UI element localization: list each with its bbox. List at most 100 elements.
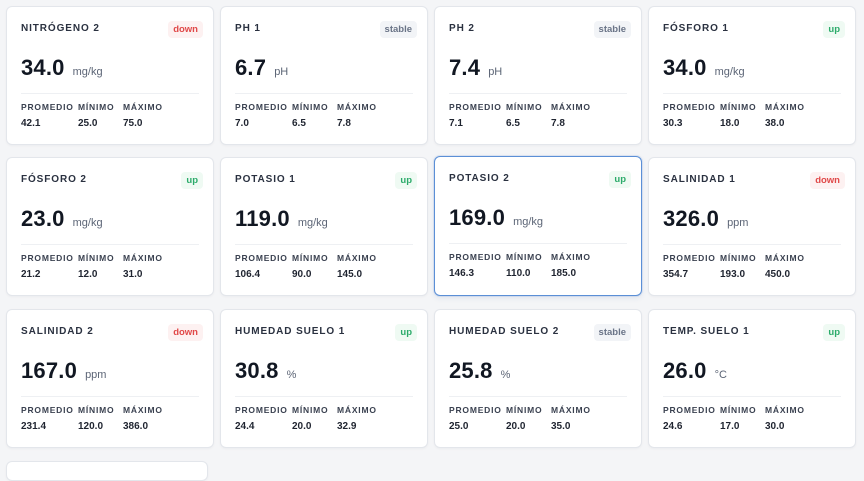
stat-label: PROMEDIO	[449, 102, 502, 112]
stat-value: 21.2	[21, 269, 41, 280]
value-unit: mg/kg	[714, 66, 745, 78]
stat-maximo: MÁXIMO 145.0	[337, 253, 377, 280]
current-value: 30.8%	[235, 358, 296, 384]
card-title: HUMEDAD SUELO 1	[235, 326, 346, 337]
stat-value: 42.1	[21, 118, 41, 129]
stat-value: 25.0	[78, 118, 98, 129]
value-number: 169.0	[449, 205, 506, 230]
stat-maximo: MÁXIMO 32.9	[337, 405, 377, 432]
divider	[663, 244, 841, 245]
stat-value: 18.0	[720, 118, 740, 129]
stat-value: 12.0	[78, 269, 98, 280]
current-value: 23.0 mg/kg	[21, 206, 103, 232]
value-number: 167.0	[21, 358, 78, 383]
card-title: PH 2	[449, 23, 475, 34]
value-unit: mg/kg	[72, 66, 103, 78]
value-number: 34.0	[663, 55, 707, 80]
stat-label: MÍNIMO	[292, 253, 329, 263]
stat-promedio: PROMEDIO 7.0	[235, 102, 288, 129]
value-unit: ppm	[727, 217, 749, 229]
value-number: 26.0	[663, 358, 707, 383]
stat-minimo: MÍNIMO 12.0	[78, 253, 114, 280]
stat-value: 7.8	[337, 118, 351, 129]
stat-label: MÍNIMO	[78, 405, 115, 415]
sensor-card[interactable]: TEMP. SUELO 1 up 26.0 °C PROMEDIO 24.6 MÍNIMO 1…	[648, 309, 856, 448]
stat-value: 75.0	[123, 118, 143, 129]
current-value: 6.7 pH	[235, 55, 288, 81]
stat-minimo: MÍNIMO 25.0	[78, 102, 114, 129]
stat-value: 25.0	[449, 421, 469, 432]
stat-promedio: PROMEDIO 42.1	[21, 102, 74, 129]
stat-label: MÍNIMO	[78, 253, 115, 263]
stat-value: 20.0	[292, 421, 312, 432]
stat-minimo: MÍNIMO 120.0	[78, 405, 114, 432]
stat-value: 7.8	[551, 118, 565, 129]
value-unit: mg/kg	[297, 217, 328, 229]
value-number: 326.0	[663, 206, 720, 231]
stat-label: MÁXIMO	[551, 252, 591, 262]
stat-value: 17.0	[720, 421, 740, 432]
current-value: 167.0 ppm	[21, 358, 106, 384]
stat-value: 386.0	[123, 421, 149, 432]
trend-badge: down	[810, 172, 845, 189]
trend-badge: down	[168, 21, 203, 38]
trend-badge: stable	[593, 324, 631, 341]
stat-label: PROMEDIO	[235, 405, 288, 415]
stat-maximo: MÁXIMO 30.0	[765, 405, 805, 432]
divider	[235, 396, 413, 397]
sensor-card[interactable]: PH 2 stable 7.4 pH PROMEDIO 7.1 MÍNIMO 6.5 MÁXIM…	[434, 6, 642, 145]
stat-label: MÍNIMO	[78, 102, 115, 112]
trend-badge: up	[181, 172, 203, 189]
card-title: HUMEDAD SUELO 2	[449, 326, 560, 337]
sensor-card[interactable]	[6, 461, 208, 481]
stat-value: 31.0	[123, 269, 143, 280]
stat-label: PROMEDIO	[235, 253, 288, 263]
value-number: 7.4	[449, 55, 481, 80]
sensor-card[interactable]: FÓSFORO 2 up 23.0 mg/kg PROMEDIO 21.2 MÍNIMO 12…	[6, 157, 214, 296]
stat-value: 450.0	[765, 269, 791, 280]
stat-value: 7.0	[235, 118, 249, 129]
trend-badge: down	[168, 324, 203, 341]
sensor-card[interactable]: POTASIO 2 up 169.0 mg/kg PROMEDIO 146.3 MÍNIMO…	[434, 156, 642, 296]
value-number: 25.8	[449, 358, 493, 383]
stat-promedio: PROMEDIO 30.3	[663, 102, 716, 129]
sensor-card[interactable]: HUMEDAD SUELO 2 stable 25.8% PROMEDIO 25.0 MÍ…	[434, 309, 642, 448]
stat-label: MÍNIMO	[506, 405, 543, 415]
trend-badge: up	[395, 324, 417, 341]
stat-maximo: MÁXIMO 7.8	[551, 102, 591, 129]
stat-value: 146.3	[449, 268, 475, 279]
stat-label: PROMEDIO	[21, 102, 74, 112]
sensor-card[interactable]: FÓSFORO 1 up 34.0 mg/kg PROMEDIO 30.3 MÍNIMO 18…	[648, 6, 856, 145]
stat-value: 38.0	[765, 118, 785, 129]
stat-value: 90.0	[292, 269, 312, 280]
stat-label: MÁXIMO	[551, 102, 591, 112]
stat-value: 106.4	[235, 269, 261, 280]
current-value: 34.0 mg/kg	[663, 55, 745, 81]
card-title: TEMP. SUELO 1	[663, 326, 750, 337]
value-unit: mg/kg	[513, 216, 544, 228]
current-value: 34.0 mg/kg	[21, 55, 103, 81]
sensor-card[interactable]: POTASIO 1 up 119.0 mg/kg PROMEDIO 106.4 MÍNIMO…	[220, 157, 428, 296]
sensor-card[interactable]: SALINIDAD 1 down 326.0 ppm PROMEDIO 354.7 MÍNI…	[648, 157, 856, 296]
stat-minimo: MÍNIMO 20.0	[506, 405, 542, 432]
stat-value: 35.0	[551, 421, 571, 432]
stat-value: 110.0	[506, 268, 531, 279]
stat-label: MÁXIMO	[123, 253, 163, 263]
stat-label: MÍNIMO	[720, 405, 757, 415]
sensor-card[interactable]: NITRÓGENO 2 down 34.0 mg/kg PROMEDIO 42.1 MÍNI…	[6, 6, 214, 145]
sensor-card[interactable]: PH 1 stable 6.7 pH PROMEDIO 7.0 MÍNIMO 6.5 MÁXIM…	[220, 6, 428, 145]
divider	[235, 244, 413, 245]
stat-minimo: MÍNIMO 6.5	[292, 102, 328, 129]
divider	[21, 244, 199, 245]
sensor-card[interactable]: HUMEDAD SUELO 1 up 30.8% PROMEDIO 24.4 MÍNIMO…	[220, 309, 428, 448]
sensor-card[interactable]: SALINIDAD 2 down 167.0 ppm PROMEDIO 231.4 MÍNI…	[6, 309, 214, 448]
stat-maximo: MÁXIMO 7.8	[337, 102, 377, 129]
stat-label: MÍNIMO	[506, 252, 543, 262]
current-value: 169.0 mg/kg	[449, 205, 543, 231]
stat-value: 6.5	[292, 118, 306, 129]
card-title: NITRÓGENO 2	[21, 23, 100, 34]
trend-badge: up	[823, 324, 845, 341]
stat-maximo: MÁXIMO 38.0	[765, 102, 805, 129]
stat-minimo: MÍNIMO 18.0	[720, 102, 756, 129]
stat-promedio: PROMEDIO 24.4	[235, 405, 288, 432]
